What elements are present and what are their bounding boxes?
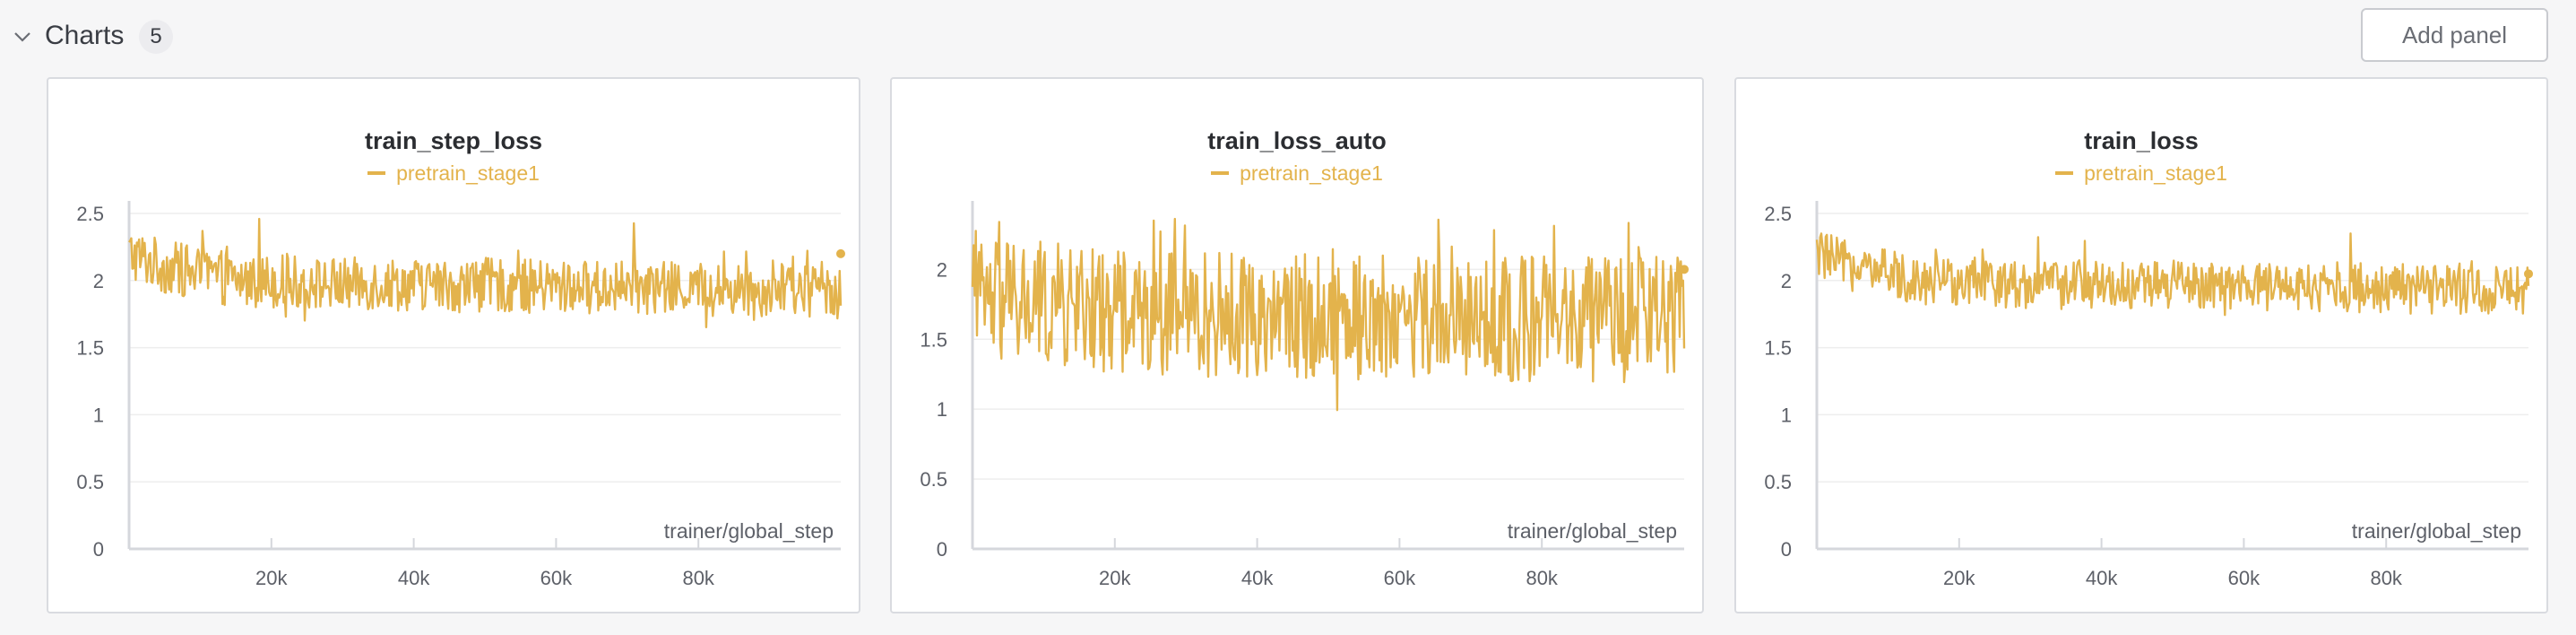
y-tick-label: 1.5 [1764,337,1792,360]
chart-title: train_step_loss [364,127,543,154]
y-tick-label: 0 [937,538,947,561]
x-tick-label: 40k [1241,567,1274,589]
y-tick-label: 2 [937,258,947,281]
x-tick-label: 80k [1526,567,1558,589]
section-title[interactable]: Charts [45,21,125,50]
y-tick-label: 0.5 [1764,471,1792,493]
x-tick-label: 40k [2086,567,2118,589]
chart-title: train_loss [2084,127,2199,154]
x-tick-label: 60k [2228,567,2260,589]
chart-panel-train-step-loss[interactable]: 0 0.5 1 1.5 2 2.5 20k 40k 60k 80k trainer/global_s… [47,77,860,613]
chart-panel-train-loss[interactable]: 0 0.5 1 1.5 2 2.5 20k 40k 60k 80k trainer/global_s… [1734,77,2548,613]
y-tick-label: 2 [1781,270,1792,292]
y-tick-label: 2.5 [76,203,104,225]
y-tick-label: 0 [93,538,104,561]
y-tick-label: 0 [1781,538,1792,561]
series-end-point [1680,265,1689,274]
series-end-point [2524,269,2533,279]
y-tick-label: 2.5 [1764,203,1792,225]
y-tick-label: 1 [1781,404,1792,426]
x-tick-label: 40k [398,567,430,589]
x-tick-label: 80k [682,567,714,589]
x-axis-label: trainer/global_step [664,519,834,543]
chart-svg: 0 0.5 1 1.5 2 2.5 20k 40k 60k 80k trainer/global_s… [1764,201,2533,589]
y-tick-label: 1 [937,398,947,421]
y-tick-label: 1.5 [76,337,104,360]
x-tick-label: 80k [2370,567,2402,589]
legend-swatch-icon [367,170,386,175]
legend-label: pretrain_stage1 [2084,161,2227,185]
x-axis-label: trainer/global_step [2352,519,2521,543]
series-line-pretrain_stage1 [971,217,1686,412]
y-tick-label: 0.5 [76,471,104,493]
add-panel-button[interactable]: Add panel [2361,8,2548,62]
legend-label: pretrain_stage1 [396,161,540,185]
chart-legend[interactable]: pretrain_stage1 [48,161,859,186]
series-end-point [836,248,845,258]
x-tick-label: 20k [1099,567,1131,589]
chevron-down-icon[interactable] [13,27,32,47]
series-line-pretrain_stage1 [128,217,843,328]
x-tick-label: 60k [1384,567,1416,589]
chart-legend[interactable]: pretrain_stage1 [892,161,1702,186]
y-tick-label: 2 [93,270,104,292]
x-axis-label: trainer/global_step [1508,519,1677,543]
y-tick-label: 1.5 [920,328,947,351]
chart-title: train_loss_auto [1207,127,1387,154]
x-tick-label: 20k [255,567,288,589]
legend-label: pretrain_stage1 [1240,161,1383,185]
chart-svg: 0 0.5 1 1.5 2 2.5 20k 40k 60k 80k trainer/global_s… [76,201,845,589]
y-tick-label: 0.5 [920,468,947,491]
chart-svg: 0 0.5 1 1.5 2 20k 40k 60k 80k trainer/global_step [920,201,1689,589]
x-tick-label: 20k [1943,567,1975,589]
panel-count-badge: 5 [139,20,173,54]
chart-legend[interactable]: pretrain_stage1 [1736,161,2546,186]
y-tick-label: 1 [93,404,104,426]
series-line-pretrain_stage1 [1815,232,2530,317]
legend-swatch-icon [1211,170,1230,175]
chart-panel-train-loss-auto[interactable]: 0 0.5 1 1.5 2 20k 40k 60k 80k trainer/global_step… [890,77,1704,613]
legend-swatch-icon [2055,170,2074,175]
x-tick-label: 60k [540,567,573,589]
section-header: Charts 5 Add panel [0,0,2576,72]
